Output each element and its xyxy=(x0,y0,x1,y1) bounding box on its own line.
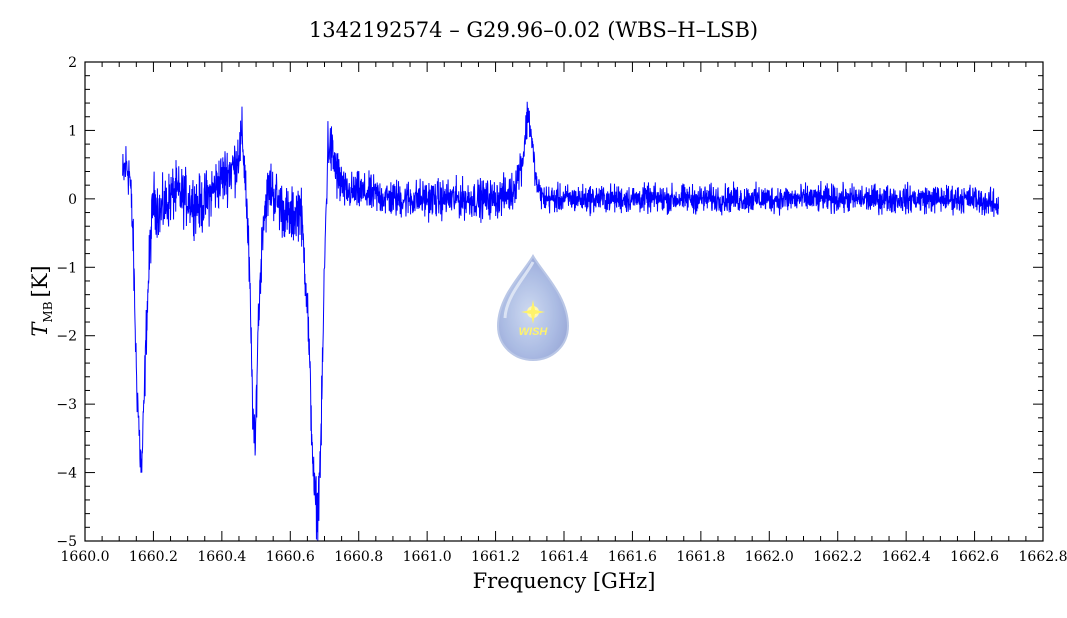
x-axis-ticks xyxy=(84,62,1044,541)
x-tick-label: 1662.6 xyxy=(950,549,999,565)
y-axis-tick-labels: −5 −4 −3 −2 −1 0 1 2 xyxy=(56,55,77,550)
y-tick-label: −1 xyxy=(56,260,77,276)
y-tick-label: −4 xyxy=(56,466,77,482)
wish-star-icon xyxy=(521,300,545,324)
x-tick-label: 1662.4 xyxy=(882,549,931,565)
y-tick-label: 1 xyxy=(68,123,77,139)
x-tick-label: 1660.2 xyxy=(129,549,178,565)
x-axis-tick-labels: 1660.0 1660.2 1660.4 1660.6 1660.8 1661.0 1661… xyxy=(61,549,1067,565)
y-axis-title: TMB [K] xyxy=(28,265,55,336)
plot-frame xyxy=(84,61,1044,542)
x-tick-label: 1662.0 xyxy=(745,549,794,565)
y-tick-label: 2 xyxy=(68,55,77,71)
y-tick-label: −3 xyxy=(56,397,77,413)
wish-logo-icon: WISH xyxy=(496,253,570,362)
y-axis-title-main: T xyxy=(28,321,52,337)
y-tick-label: 0 xyxy=(68,192,77,208)
spectrum-series-line xyxy=(122,101,1000,541)
y-tick-label: −5 xyxy=(56,534,77,550)
x-tick-label: 1662.2 xyxy=(813,549,862,565)
x-tick-label: 1661.8 xyxy=(676,549,725,565)
x-tick-label: 1661.6 xyxy=(608,549,657,565)
y-axis-title-sub: MB xyxy=(41,301,55,322)
x-tick-label: 1660.8 xyxy=(334,549,383,565)
y-axis-title-unit: [K] xyxy=(28,265,52,297)
x-tick-label: 1661.0 xyxy=(403,549,452,565)
y-axis-ticks xyxy=(85,61,1043,542)
svg-text:TMB[K]: TMB [K] xyxy=(28,265,55,336)
x-tick-label: 1660.6 xyxy=(266,549,315,565)
x-axis-title: Frequency [GHz] xyxy=(473,569,656,593)
x-tick-label: 1662.8 xyxy=(1019,549,1067,565)
y-tick-label: −2 xyxy=(56,329,77,345)
wish-logo-text: WISH xyxy=(519,326,549,338)
chart-title: 1342192574 – G29.96–0.02 (WBS–H–LSB) xyxy=(308,18,759,42)
x-tick-label: 1660.4 xyxy=(197,549,246,565)
x-tick-label: 1661.2 xyxy=(471,549,520,565)
x-tick-label: 1661.4 xyxy=(540,549,589,565)
x-tick-label: 1660.0 xyxy=(61,549,110,565)
